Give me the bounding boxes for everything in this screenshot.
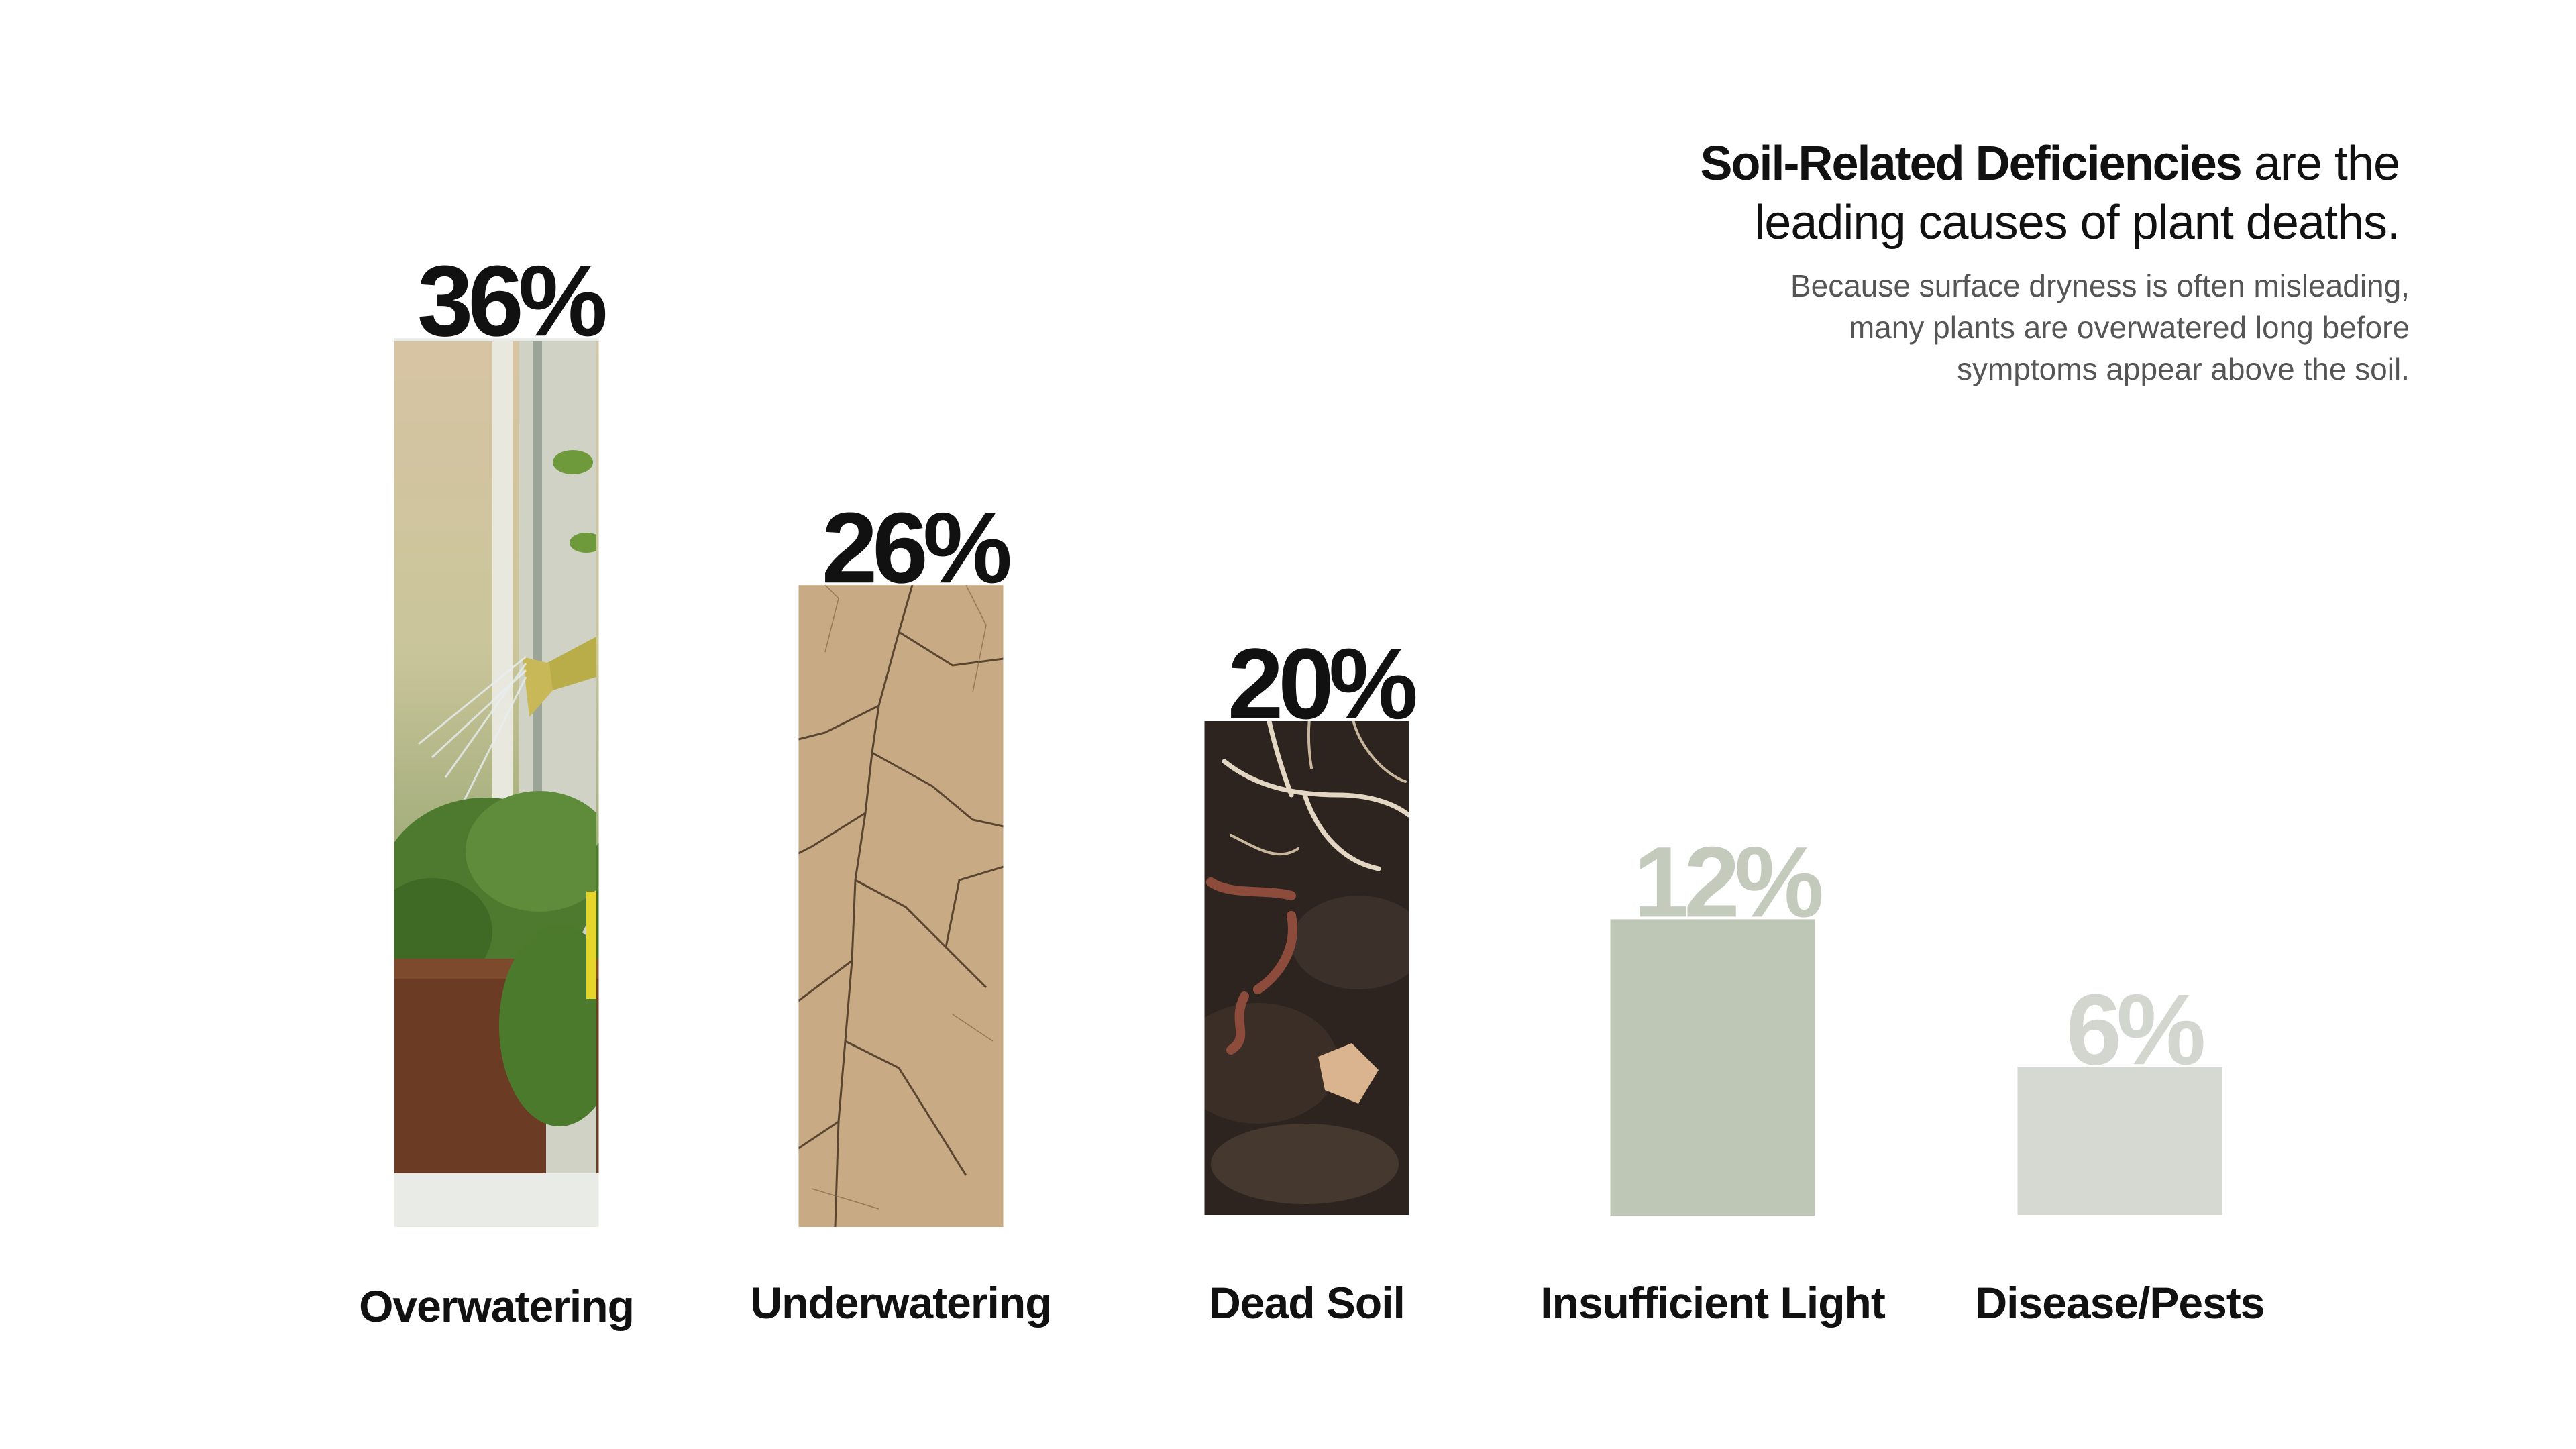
bar-overwatering [394, 338, 599, 1228]
bar-insufficient-light [1610, 919, 1815, 1216]
headline-line2: leading causes of plant deaths. [1754, 196, 2400, 250]
subtext-line1: Because surface dryness is often mislead… [1790, 268, 2410, 303]
value-label-disease-pests: 6% [2066, 973, 2204, 1085]
bars-layer [394, 338, 2222, 1228]
headline-rest: are the [2241, 137, 2400, 191]
value-label-insufficient-light: 12% [1633, 825, 1822, 938]
value-label-overwatering: 36% [417, 244, 606, 357]
subtext-line3: symptoms appear above the soil. [1956, 352, 2410, 386]
value-label-dead-soil: 20% [1228, 627, 1416, 740]
category-label-underwatering: Underwatering [750, 1278, 1051, 1328]
category-label-disease-pests: Disease/Pests [1976, 1278, 2265, 1328]
category-labels-layer: Overwatering Underwatering Dead Soil Insuff… [359, 1278, 2265, 1331]
subtext-line2: many plants are overwatered long before [1848, 310, 2410, 345]
subtext: Because surface dryness is often mislead… [1672, 265, 2410, 390]
category-label-overwatering: Overwatering [359, 1281, 634, 1331]
headline: Soil-Related Deficiencies are the leadin… [1527, 134, 2400, 252]
value-label-underwatering: 26% [822, 491, 1010, 604]
category-label-insufficient-light: Insufficient Light [1540, 1278, 1886, 1328]
headline-bold: Soil-Related Deficiencies [1700, 137, 2243, 191]
bar-dead-soil [1204, 721, 1409, 1215]
bar-underwatering [798, 585, 1004, 1227]
value-labels-layer: 36% 26% 20% 12% 6% [417, 244, 2209, 1085]
bar-disease-pests [2017, 1067, 2222, 1215]
category-label-dead-soil: Dead Soil [1209, 1278, 1405, 1328]
